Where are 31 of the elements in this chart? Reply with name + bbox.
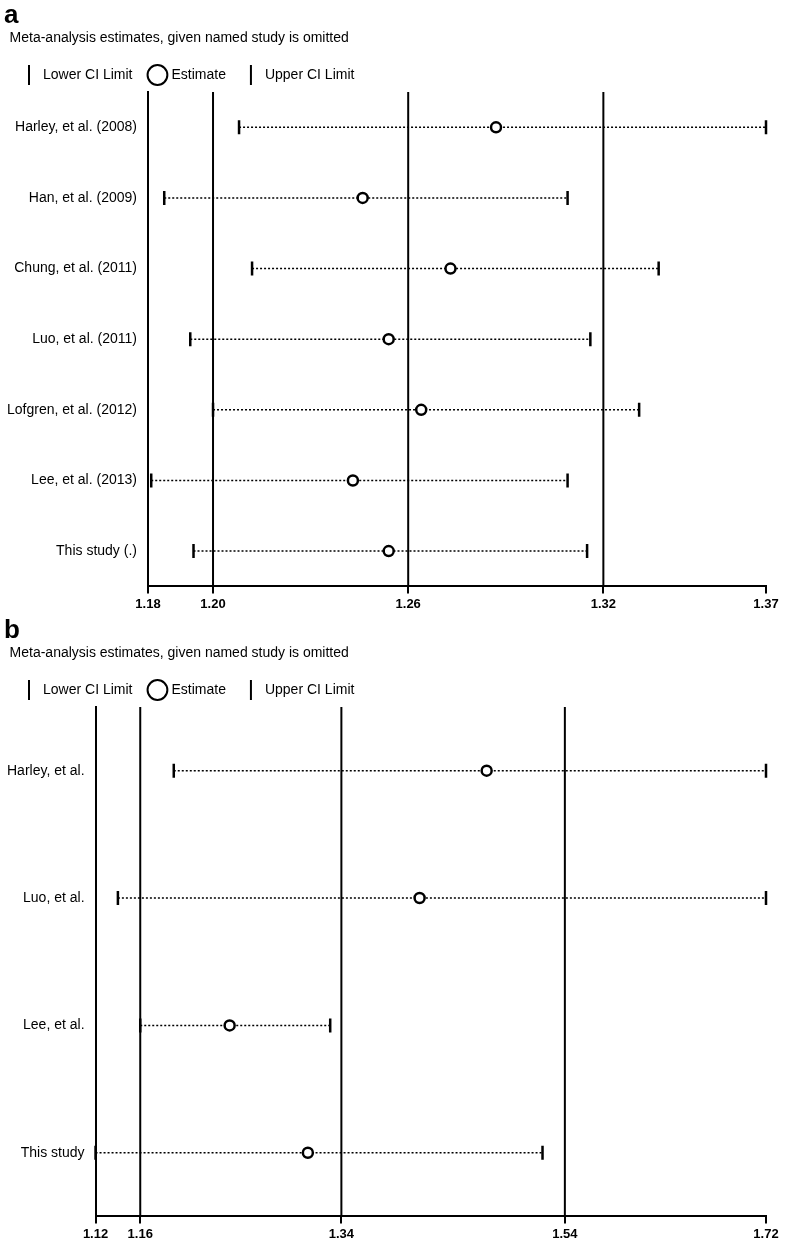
x-tick-label: 1.37 bbox=[753, 595, 779, 611]
text: Upper CI Limit bbox=[264, 680, 355, 697]
x-tick-label: 1.16 bbox=[127, 1225, 153, 1241]
y-tick-label: Lofgren, et al. (2012) bbox=[6, 400, 137, 417]
y-tick-label: Han, et al. (2009) bbox=[28, 188, 137, 205]
legend-label: Estimate bbox=[171, 680, 227, 697]
y-tick-label: Chung, et al. (2011) bbox=[14, 259, 137, 276]
y-tick-label: Lee, et al. bbox=[23, 1016, 85, 1033]
chart-title: a bbox=[4, 0, 19, 29]
x-tick-label: 1.12 bbox=[82, 1225, 109, 1241]
x-tick-label: 1.34 bbox=[328, 1225, 355, 1241]
text: Lower CI Limit bbox=[43, 65, 133, 82]
x-tick-label: 1.20 bbox=[200, 595, 226, 611]
legend-title: Meta-analysis estimates, given named study is omitted bbox=[9, 644, 349, 661]
legend-title: Meta-analysis estimates, given named study is omitted bbox=[9, 29, 349, 46]
y-tick-label: Luo, et al. (2011) bbox=[32, 330, 137, 347]
y-tick-label: Lee, et al. (2013) bbox=[31, 471, 137, 488]
y-tick-label: This study (.) bbox=[56, 541, 137, 558]
x-tick-label: 1.72 bbox=[753, 1225, 779, 1241]
x-tick-label: 1.32 bbox=[590, 595, 617, 611]
x-tick-label: 1.54 bbox=[552, 1225, 579, 1241]
y-tick-label: Harley, et al. (2008) bbox=[15, 118, 137, 135]
y-tick-label: Harley, et al. bbox=[7, 761, 85, 778]
x-tick-label: 1.26 bbox=[395, 595, 421, 611]
x-tick-label: 1.18 bbox=[135, 595, 161, 611]
chart-title: b bbox=[4, 613, 20, 644]
text: Upper CI Limit bbox=[264, 65, 355, 82]
y-tick-label: This study bbox=[20, 1143, 85, 1160]
text: Lower CI Limit bbox=[43, 680, 133, 697]
legend-label: Estimate bbox=[171, 65, 227, 82]
y-tick-label: Luo, et al. bbox=[23, 888, 85, 905]
